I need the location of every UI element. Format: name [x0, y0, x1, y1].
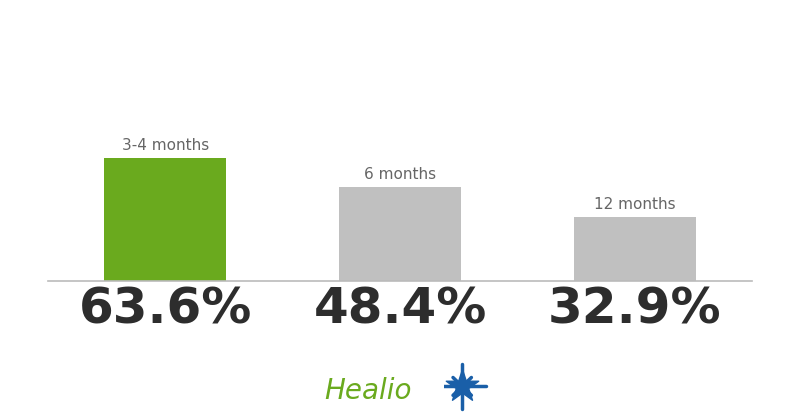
Text: 48.4%: 48.4%	[314, 286, 486, 333]
Text: 32.9%: 32.9%	[548, 286, 722, 333]
Point	[456, 383, 469, 390]
Bar	[574, 218, 696, 281]
Text: Prevalence of significant PTSD symptoms among relatives of: Prevalence of significant PTSD symptoms …	[78, 30, 722, 49]
Text: 12 months: 12 months	[594, 197, 675, 213]
Text: 3-4 months: 3-4 months	[122, 138, 209, 153]
Bar	[339, 187, 461, 281]
Text: 63.6%: 63.6%	[78, 286, 252, 333]
Text: Healio: Healio	[324, 377, 412, 404]
Text: 6 months: 6 months	[364, 167, 436, 182]
Bar	[104, 158, 226, 281]
Text: patients with COVID-19 following ICU admission:: patients with COVID-19 following ICU adm…	[142, 76, 658, 94]
